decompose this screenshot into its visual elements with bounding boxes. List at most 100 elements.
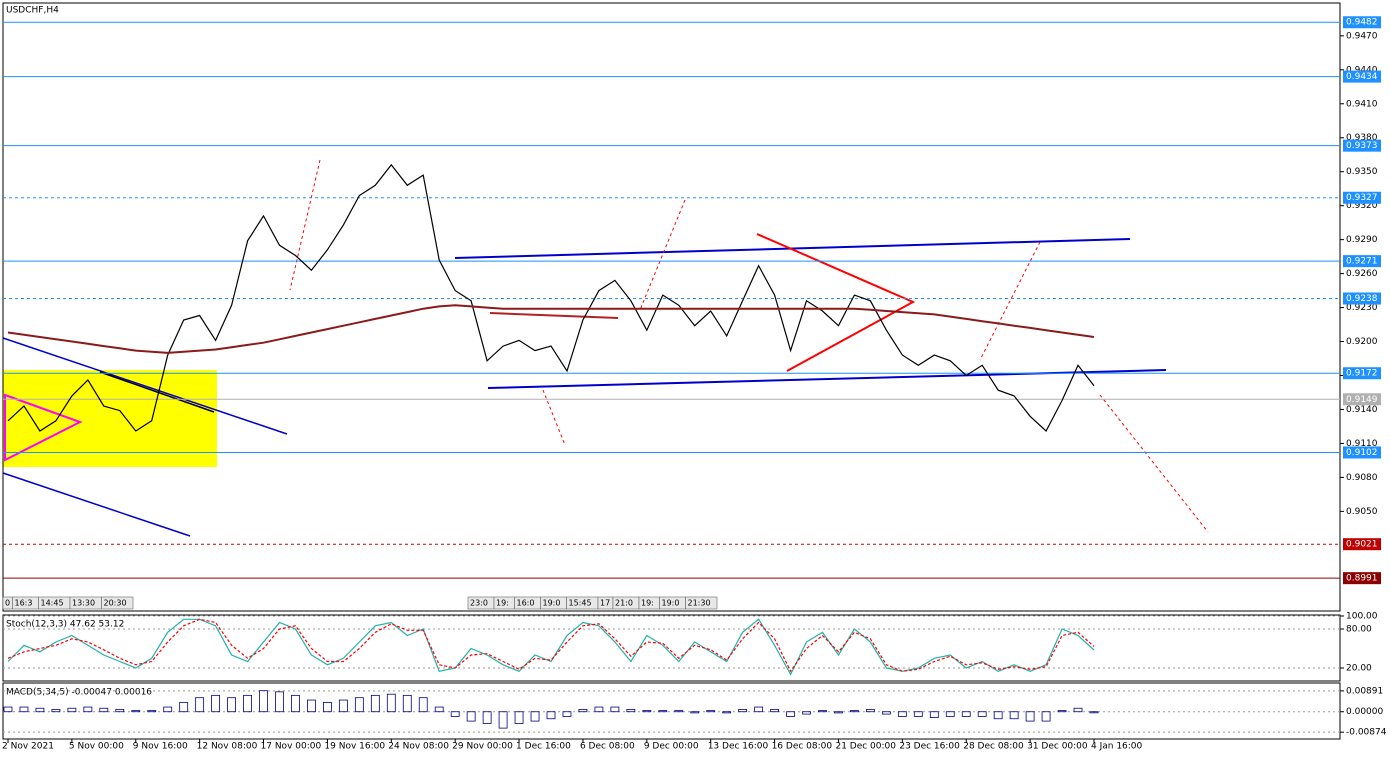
y-tick-label: 0.9110 <box>1346 439 1378 449</box>
y-tick-label: 80.00 <box>1346 625 1372 635</box>
bar <box>35 707 45 713</box>
level-label: 0.9238 <box>1346 294 1378 304</box>
bar <box>482 711 492 724</box>
x-tick-label: 4 Jan 16:00 <box>1091 742 1143 752</box>
bar <box>945 711 955 717</box>
channel-line <box>2 337 288 435</box>
y-tick-label: 0.9260 <box>1346 269 1378 279</box>
triangle <box>4 393 83 462</box>
bar <box>881 711 891 715</box>
y-tick-label: 0.9230 <box>1346 303 1378 313</box>
y-tick-label: 0.9470 <box>1346 31 1378 41</box>
time-tag-box <box>101 596 134 610</box>
y-tick-label: 0.00891 <box>1346 686 1383 696</box>
macd-panel <box>2 682 1341 740</box>
y-tick-label: 0.9350 <box>1346 167 1378 177</box>
projection <box>639 199 686 311</box>
bar <box>243 694 252 713</box>
time-tag: 19:0 <box>543 599 561 608</box>
projection <box>289 159 321 291</box>
level-label: 0.9271 <box>1346 257 1378 267</box>
bar <box>913 711 923 717</box>
bar <box>450 711 460 717</box>
bar <box>897 711 907 717</box>
bar <box>977 711 987 717</box>
time-tag: 16:0 <box>517 599 535 608</box>
bar <box>323 701 332 713</box>
time-tag: 21:30 <box>688 599 711 608</box>
x-tick-label: 6 Dec 08:00 <box>580 742 635 752</box>
time-tag: 13:30 <box>72 599 95 608</box>
time-tag: 19:0 <box>662 599 680 608</box>
triangle <box>756 233 916 372</box>
level-label-box <box>1343 393 1381 406</box>
bar <box>370 694 380 713</box>
bar <box>291 694 300 713</box>
bar <box>961 711 971 717</box>
bar <box>786 711 795 717</box>
bar <box>642 710 652 713</box>
bar <box>498 711 508 729</box>
bar <box>754 706 764 713</box>
bar <box>163 706 173 713</box>
highlight-box <box>3 370 217 467</box>
bar <box>690 711 700 714</box>
y-tick-label: 0.9290 <box>1346 235 1378 245</box>
bar <box>530 711 540 722</box>
bar <box>738 708 748 713</box>
bar <box>594 706 604 713</box>
level-label-box <box>1343 139 1381 152</box>
y-tick-label: 0.9440 <box>1346 65 1378 75</box>
bar <box>802 711 811 715</box>
time-tag: 16:3 <box>15 599 33 608</box>
bar <box>386 693 396 713</box>
bar <box>307 699 316 713</box>
bar <box>578 708 588 713</box>
mid-line <box>489 312 619 319</box>
level-label: 0.9373 <box>1346 141 1378 151</box>
level-label-box <box>1343 446 1381 459</box>
x-tick-label: 24 Nov 08:00 <box>388 742 449 752</box>
bar <box>19 706 29 713</box>
level-label-box <box>1343 70 1381 83</box>
bar <box>195 697 205 713</box>
bar <box>514 711 524 724</box>
x-tick-label: 12 Nov 08:00 <box>197 742 258 752</box>
main-panel <box>2 2 1341 612</box>
bar <box>402 694 412 713</box>
bar <box>1041 711 1051 722</box>
bar <box>1025 711 1035 722</box>
x-tick-label: 13 Dec 16:00 <box>708 742 769 752</box>
decorations <box>2 159 1209 537</box>
y-tick-label: 100.00 <box>1346 612 1378 622</box>
x-tick-label: 17 Nov 00:00 <box>261 742 322 752</box>
bar <box>562 711 572 717</box>
level-label-box <box>1343 16 1381 29</box>
bar <box>626 708 636 713</box>
bar <box>227 697 236 713</box>
y-tick-label: 0.9050 <box>1346 507 1378 517</box>
bar <box>83 706 93 713</box>
bar <box>3 706 13 713</box>
level-label: 0.9482 <box>1346 18 1378 28</box>
bar <box>818 710 827 713</box>
y-tick-label: 0.9320 <box>1346 201 1378 211</box>
bar <box>51 708 61 713</box>
bar <box>418 697 428 713</box>
chart-title: USDCHF,H4 <box>6 6 59 16</box>
y-tick-label: 20.00 <box>1346 664 1372 674</box>
bar <box>1009 711 1019 720</box>
time-tag: 21:0 <box>615 599 633 608</box>
level-label: 0.9172 <box>1346 369 1378 379</box>
bar <box>658 710 668 713</box>
trend-line <box>99 371 215 413</box>
bar <box>67 707 77 713</box>
time-tag-box <box>685 596 718 610</box>
x-tick-label: 21 Dec 00:00 <box>835 742 896 752</box>
time-tag: 23:0 <box>470 599 488 608</box>
bar <box>929 711 939 718</box>
bar <box>434 706 444 713</box>
level-label: 0.8991 <box>1346 574 1378 584</box>
bar <box>259 690 268 713</box>
bar <box>674 710 684 713</box>
